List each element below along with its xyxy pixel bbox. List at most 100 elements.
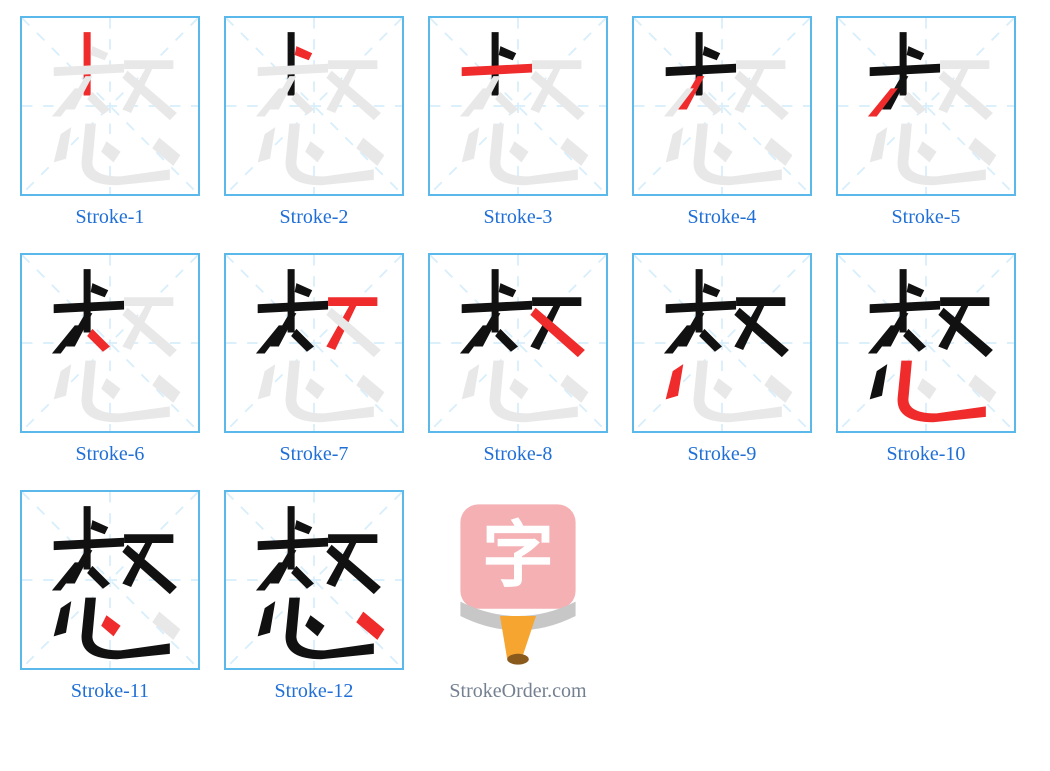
stroke-10 [694,124,782,186]
stroke-11 [917,378,936,399]
stroke-12 [764,138,792,166]
logo-icon: 字 [428,490,608,670]
stroke-9 [54,601,72,636]
stroke-9 [54,364,72,399]
stroke-3 [870,64,940,76]
stroke-cell-2: Stroke-2 [224,16,404,229]
stroke-caption-5: Stroke-5 [892,206,961,229]
logo-cell: 字 StrokeOrder.com [428,490,608,703]
stroke-3 [870,301,940,313]
stroke-3 [54,301,124,313]
stroke-6 [87,566,110,589]
stroke-caption-11: Stroke-11 [71,680,149,703]
stroke-box-11 [20,490,200,670]
stroke-9 [870,364,888,399]
stroke-6 [87,329,110,352]
stroke-cell-4: Stroke-4 [632,16,812,229]
stroke-6 [87,92,110,115]
stroke-11 [305,141,324,162]
stroke-caption-6: Stroke-6 [76,443,145,466]
stroke-12 [356,612,384,640]
stroke-box-2 [224,16,404,196]
stroke-10 [286,361,374,423]
stroke-9 [666,364,684,399]
stroke-box-10 [836,253,1016,433]
stroke-cell-7: Stroke-7 [224,253,404,466]
stroke-caption-4: Stroke-4 [688,206,757,229]
stroke-caption-7: Stroke-7 [280,443,349,466]
stroke-9 [258,601,276,636]
stroke-box-4 [632,16,812,196]
stroke-caption-12: Stroke-12 [275,680,354,703]
stroke-cell-1: Stroke-1 [20,16,200,229]
stroke-11 [509,141,528,162]
stroke-11 [917,141,936,162]
stroke-cell-11: Stroke-11 [20,490,200,703]
stroke-6 [699,329,722,352]
stroke-box-12 [224,490,404,670]
stroke-10 [286,598,374,660]
stroke-11 [713,378,732,399]
stroke-3 [462,64,532,76]
stroke-3 [666,64,736,76]
stroke-12 [764,375,792,403]
stroke-caption-8: Stroke-8 [484,443,553,466]
stroke-9 [258,364,276,399]
stroke-box-1 [20,16,200,196]
stroke-box-9 [632,253,812,433]
stroke-caption-1: Stroke-1 [76,206,145,229]
stroke-3 [666,301,736,313]
stroke-cell-3: Stroke-3 [428,16,608,229]
stroke-2 [499,46,517,60]
stroke-6 [903,329,926,352]
stroke-10 [898,124,986,186]
stroke-11 [305,615,324,636]
stroke-11 [101,141,120,162]
stroke-12 [356,375,384,403]
stroke-10 [490,124,578,186]
logo-caption: StrokeOrder.com [449,680,586,703]
stroke-11 [509,378,528,399]
stroke-9 [258,127,276,162]
stroke-12 [152,138,180,166]
stroke-cell-10: Stroke-10 [836,253,1016,466]
stroke-11 [101,378,120,399]
stroke-10 [82,598,170,660]
stroke-12 [968,375,996,403]
stroke-3 [54,64,124,76]
stroke-3 [258,301,328,313]
stroke-caption-10: Stroke-10 [887,443,966,466]
stroke-2 [907,46,925,60]
stroke-3 [258,64,328,76]
svg-text:字: 字 [482,516,554,596]
stroke-box-7 [224,253,404,433]
stroke-9 [462,364,480,399]
stroke-12 [560,375,588,403]
stroke-3 [462,301,532,313]
stroke-6 [495,329,518,352]
stroke-12 [968,138,996,166]
stroke-box-6 [20,253,200,433]
stroke-cell-12: Stroke-12 [224,490,404,703]
stroke-6 [903,92,926,115]
stroke-cell-9: Stroke-9 [632,253,812,466]
stroke-2 [907,283,925,297]
stroke-2 [91,283,109,297]
stroke-caption-2: Stroke-2 [280,206,349,229]
stroke-12 [356,138,384,166]
stroke-box-8 [428,253,608,433]
stroke-10 [898,361,986,423]
stroke-2 [295,283,313,297]
stroke-10 [286,124,374,186]
stroke-9 [870,127,888,162]
stroke-10 [82,124,170,186]
stroke-2 [91,520,109,534]
stroke-3 [54,538,124,550]
stroke-11 [713,141,732,162]
stroke-10 [490,361,578,423]
stroke-6 [291,566,314,589]
stroke-2 [703,46,721,60]
stroke-cell-6: Stroke-6 [20,253,200,466]
stroke-10 [694,361,782,423]
stroke-caption-3: Stroke-3 [484,206,553,229]
